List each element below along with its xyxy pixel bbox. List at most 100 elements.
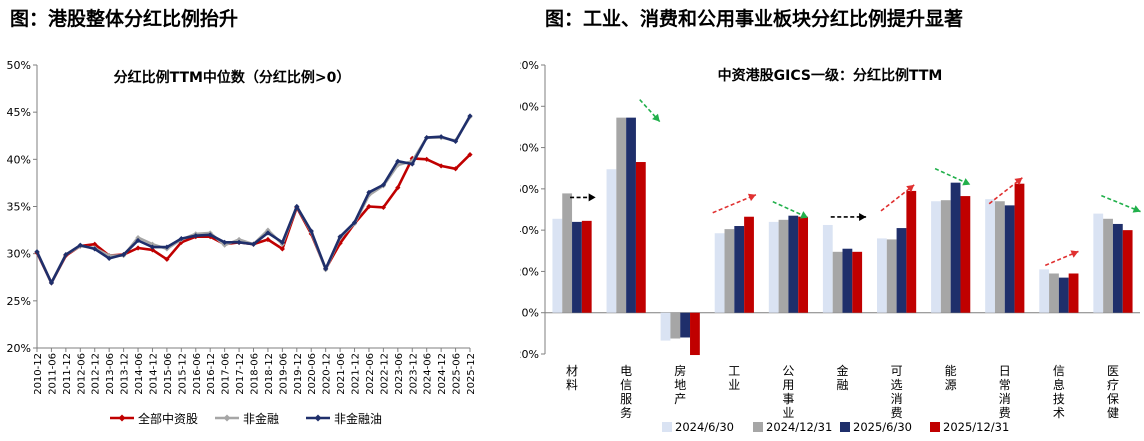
x-tick-label: 2011-06 — [47, 353, 58, 395]
bar-3 — [1004, 205, 1015, 313]
legend-swatch-3 — [840, 422, 850, 432]
legend-swatch-2 — [753, 422, 763, 432]
category-label: 日常消费 — [999, 364, 1011, 420]
data-point-series-2 — [395, 162, 401, 168]
trend-arrow-shaft — [639, 99, 661, 123]
bar-2 — [1049, 273, 1059, 313]
bar-1 — [822, 224, 833, 313]
bar-2 — [832, 251, 843, 313]
x-tick-label: 2012-06 — [76, 353, 87, 395]
data-point-series-3 — [63, 252, 69, 258]
x-tick-label: 2020-06 — [307, 353, 318, 395]
bar-3 — [572, 221, 582, 313]
legend-label-4: 2025/12/31 — [943, 420, 1009, 434]
y-tick-label: 60% — [520, 183, 539, 196]
bar-4 — [1014, 183, 1025, 313]
right-panel-heading: 图：工业、消费和公用事业板块分红比例提升显著 — [545, 8, 964, 30]
bar-3 — [950, 182, 961, 313]
y-tick-label: 100% — [520, 100, 539, 113]
bar-4 — [635, 162, 646, 313]
y-tick-label: 20% — [520, 265, 539, 278]
data-point-series-3 — [222, 239, 228, 245]
bar-1 — [1093, 213, 1104, 313]
data-point-series-3 — [380, 182, 386, 188]
series-line-2 — [35, 116, 472, 285]
x-tick-label: 2017-06 — [221, 353, 232, 395]
data-point-series-3 — [265, 230, 271, 236]
x-tick-label: 2014-12 — [148, 353, 159, 395]
y-tick-label: 35% — [7, 201, 31, 214]
x-tick-label: 2025-12 — [466, 353, 477, 395]
data-point-series-2 — [265, 227, 271, 233]
bar-3 — [842, 248, 853, 313]
x-tick-label: 2010-12 — [33, 353, 44, 395]
data-point-series-3 — [467, 113, 473, 119]
x-tick-label: 2019-06 — [278, 353, 289, 395]
data-point-series-1 — [467, 152, 473, 158]
bar-4 — [1122, 230, 1133, 313]
data-point-series-2 — [106, 252, 112, 259]
x-tick-label: 2024-06 — [423, 353, 434, 395]
data-point-series-3 — [106, 255, 112, 261]
data-point-series-3 — [92, 246, 98, 252]
legend-label-2: 2024/12/31 — [766, 420, 832, 434]
data-point-series-1 — [380, 204, 386, 211]
data-point-series-1 — [279, 246, 285, 252]
category-label: 材料 — [566, 364, 578, 392]
data-point-series-3 — [207, 232, 213, 238]
bar-2 — [616, 117, 627, 313]
data-point-series-3 — [395, 158, 401, 164]
data-point-series-1 — [424, 156, 430, 162]
data-point-series-3 — [135, 237, 141, 244]
data-point-series-3 — [250, 241, 257, 247]
y-tick-label: 80% — [520, 142, 539, 155]
data-point-series-3 — [438, 134, 444, 140]
trend-arrow-shaft — [1101, 194, 1141, 213]
trend-arrow-head — [588, 193, 596, 202]
data-point-series-2 — [135, 235, 141, 241]
left-panel-heading: 图：港股整体分红比例抬升 — [10, 8, 239, 30]
legend-swatch-1 — [662, 422, 672, 432]
bar-3 — [734, 226, 745, 313]
chart-title: 中资港股GICS一级：分红比例TTM — [718, 67, 943, 84]
x-tick-label: 2024-12 — [437, 353, 448, 395]
y-tick-label: 30% — [7, 248, 31, 261]
category-label: 信息技术 — [1053, 364, 1065, 420]
x-tick-label: 2021-12 — [351, 353, 362, 395]
data-point-series-3 — [121, 252, 127, 258]
x-tick-label: 2011-12 — [62, 353, 73, 395]
legend-marker-2 — [223, 414, 231, 422]
bar-1 — [660, 312, 671, 341]
trend-arrow-head — [652, 113, 660, 122]
legend-label-1: 全部中资股 — [138, 411, 198, 426]
bar-1 — [552, 218, 563, 313]
data-point-series-3 — [48, 280, 55, 286]
x-tick-label: 2023-12 — [408, 353, 419, 395]
trend-arrow-head — [747, 193, 756, 202]
x-tick-label: 2013-06 — [105, 353, 116, 395]
x-tick-label: 2013-12 — [120, 353, 131, 395]
data-point-series-1 — [395, 185, 401, 191]
x-tick-label: 2022-06 — [365, 353, 376, 395]
data-point-series-2 — [236, 236, 242, 243]
bar-4 — [798, 216, 809, 313]
category-label: 公用事业 — [782, 364, 794, 420]
bar-chart: -20% 0% 20% 40% 60% 80% 100% 120% 中资港股GICS一级：分红比… — [520, 59, 1141, 434]
trend-arrow-shaft — [712, 193, 757, 214]
legend-label-1: 2024/6/30 — [675, 420, 734, 434]
bar-3 — [680, 312, 691, 338]
x-tick-label: 2025-06 — [452, 353, 463, 395]
data-point-series-3 — [164, 244, 170, 250]
bar-3 — [1112, 223, 1123, 313]
bar-2 — [562, 193, 573, 313]
data-point-series-3 — [366, 189, 372, 195]
series-line-3 — [35, 115, 472, 285]
data-point-series-3 — [294, 203, 300, 210]
data-point-series-3 — [323, 266, 329, 272]
category-label: 工业 — [728, 364, 740, 392]
trend-arrow-head — [1014, 177, 1023, 186]
bar-1 — [985, 199, 995, 313]
bar-4 — [960, 196, 971, 313]
trend-arrow-head — [962, 178, 971, 186]
bar-2 — [886, 239, 897, 313]
